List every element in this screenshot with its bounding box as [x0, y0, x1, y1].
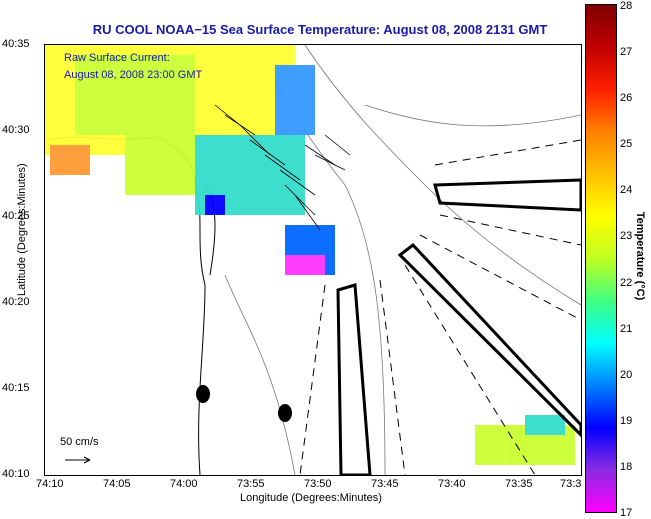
y-tick-label: 40:30	[2, 124, 30, 136]
x-tick-label: 73:45	[371, 478, 399, 490]
radar-dash	[439, 214, 581, 246]
station-marker	[278, 404, 292, 422]
sst-patch	[205, 195, 225, 215]
y-tick-label: 40:35	[2, 38, 30, 50]
current-vector	[324, 134, 351, 156]
radar-sector-south	[336, 283, 372, 475]
bathymetry-contour	[364, 104, 581, 127]
radar-dash	[419, 234, 581, 321]
current-vector	[314, 154, 346, 171]
y-tick-label: 40:15	[2, 382, 30, 394]
current-vector	[279, 169, 316, 196]
scale-arrowhead	[83, 456, 91, 464]
colorbar-tick-label: 18	[620, 460, 633, 473]
colorbar-tick-label: 27	[620, 46, 633, 59]
radar-dash	[299, 284, 326, 475]
colorbar-tick-label: 26	[620, 92, 633, 105]
map-plot-area	[44, 44, 582, 476]
sst-patch	[275, 65, 315, 135]
x-tick-label: 73:55	[237, 478, 265, 490]
radar-sector-north	[433, 178, 581, 212]
current-vector	[284, 184, 316, 216]
x-tick-label: 74:05	[103, 478, 131, 490]
sst-patch	[125, 135, 195, 195]
x-tick-label: 73:3	[560, 478, 582, 490]
current-vector	[304, 144, 336, 166]
colorbar-tick-label: 19	[620, 414, 633, 427]
y-tick-label: 40:25	[2, 210, 30, 222]
x-tick-label: 74:10	[36, 478, 64, 490]
colorbar-tick-label: 22	[620, 276, 633, 289]
x-tick-label: 73:40	[438, 478, 466, 490]
current-vector	[239, 124, 271, 156]
x-tick-label: 74:00	[170, 478, 198, 490]
colorbar-tick-label: 24	[620, 184, 633, 197]
legend-line-1: Raw Surface Current:	[64, 52, 170, 64]
current-vector	[294, 194, 321, 231]
colorbar-tick-label: 25	[620, 138, 633, 151]
x-tick-label: 73:50	[304, 478, 332, 490]
radar-sectors	[299, 139, 581, 475]
y-axis-label: Latitude (Degrees:Minutes)	[16, 163, 28, 296]
current-vector	[264, 154, 301, 181]
radar-sector-east	[397, 242, 581, 438]
legend-line-2: August 08, 2008 23:00 GMT	[64, 69, 203, 81]
y-tick-label: 40:10	[2, 468, 30, 480]
sst-patch	[285, 255, 325, 275]
radar-dash	[379, 279, 406, 475]
colorbar-tick-label: 21	[620, 322, 633, 335]
radar-dash	[434, 139, 581, 166]
x-axis-label: Longitude (Degrees:Minutes)	[240, 492, 382, 504]
map-title: RU COOL NOAA−15 Sea Surface Temperature:…	[92, 22, 548, 37]
sst-patch	[50, 145, 90, 175]
current-vectors	[214, 104, 351, 231]
sst-map-svg	[45, 45, 581, 475]
scale-label: 50 cm/s	[60, 436, 99, 448]
colorbar-tick-label: 23	[620, 230, 633, 243]
colorbar	[585, 4, 617, 513]
colorbar-tick-label: 20	[620, 368, 633, 381]
colorbar-tick-label: 28	[620, 0, 633, 12]
station-marker	[196, 385, 210, 403]
sst-patch	[75, 55, 195, 135]
bathymetry-contour	[304, 45, 581, 306]
colorbar-tick-label: 17	[620, 507, 633, 519]
x-tick-label: 73:35	[505, 478, 533, 490]
colorbar-label: Temperature (°C)	[634, 211, 646, 301]
bathymetry-contour	[224, 274, 296, 475]
sst-patch	[525, 415, 565, 435]
current-vector	[214, 104, 241, 126]
y-tick-label: 40:20	[2, 296, 30, 308]
current-vector	[249, 139, 286, 166]
